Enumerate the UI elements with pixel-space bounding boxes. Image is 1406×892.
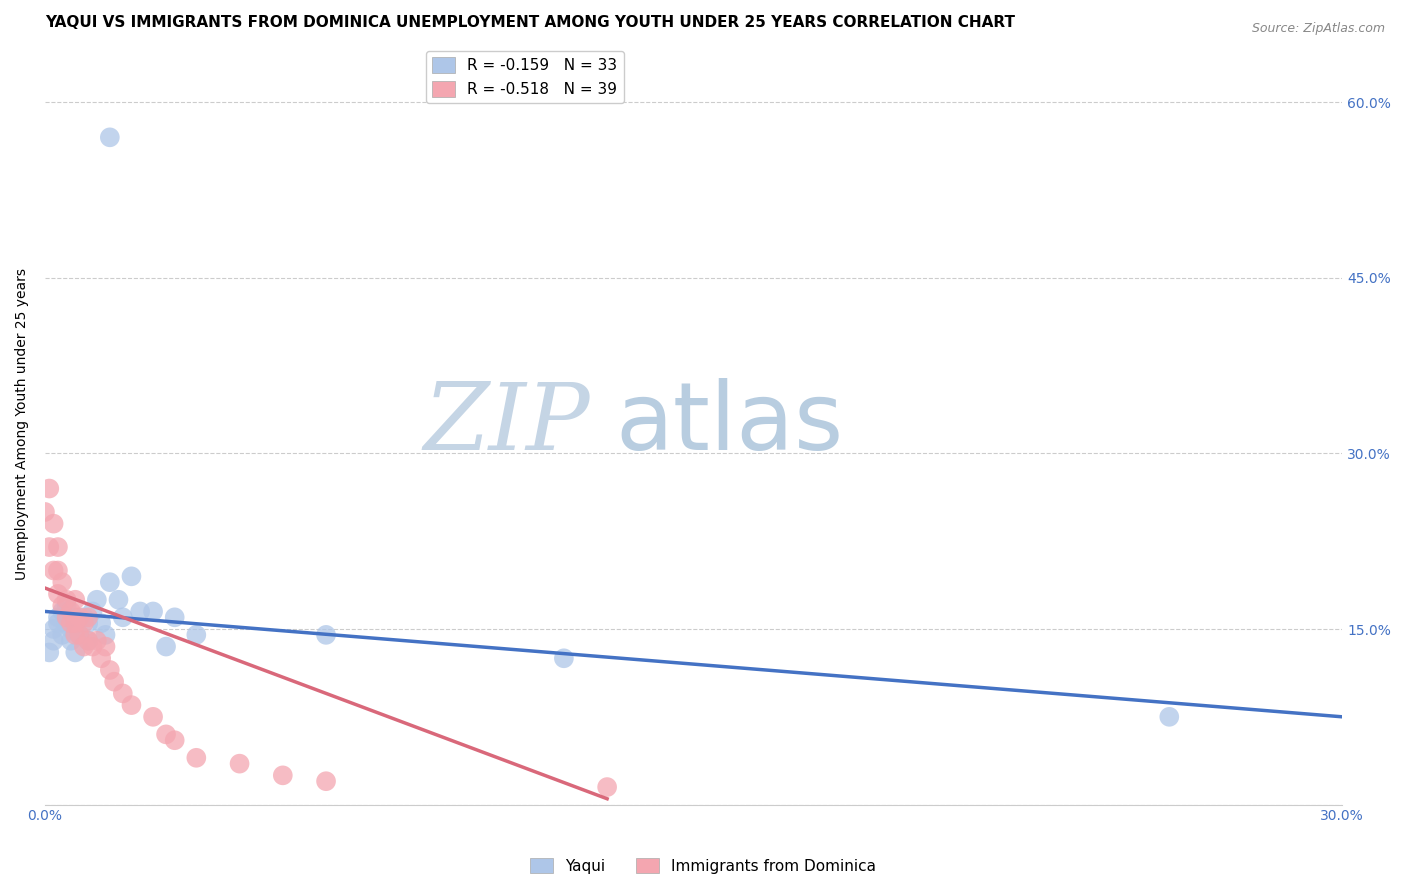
Point xyxy=(107,592,129,607)
Point xyxy=(65,610,87,624)
Point xyxy=(77,616,100,631)
Point xyxy=(94,640,117,654)
Point xyxy=(73,640,96,654)
Point xyxy=(86,633,108,648)
Point xyxy=(51,599,73,613)
Point xyxy=(77,633,100,648)
Point xyxy=(142,710,165,724)
Point xyxy=(38,482,60,496)
Point xyxy=(55,599,77,613)
Point xyxy=(42,516,65,531)
Point xyxy=(77,610,100,624)
Point xyxy=(155,640,177,654)
Point xyxy=(73,610,96,624)
Text: Source: ZipAtlas.com: Source: ZipAtlas.com xyxy=(1251,22,1385,36)
Point xyxy=(120,698,142,712)
Point xyxy=(129,604,152,618)
Point xyxy=(55,592,77,607)
Text: YAQUI VS IMMIGRANTS FROM DOMINICA UNEMPLOYMENT AMONG YOUTH UNDER 25 YEARS CORREL: YAQUI VS IMMIGRANTS FROM DOMINICA UNEMPL… xyxy=(45,15,1015,30)
Point xyxy=(86,592,108,607)
Point xyxy=(111,686,134,700)
Point xyxy=(186,628,208,642)
Point xyxy=(65,645,87,659)
Legend: R = -0.159   N = 33, R = -0.518   N = 39: R = -0.159 N = 33, R = -0.518 N = 39 xyxy=(426,52,624,103)
Legend: Yaqui, Immigrants from Dominica: Yaqui, Immigrants from Dominica xyxy=(524,852,882,880)
Point xyxy=(59,604,82,618)
Point xyxy=(38,645,60,659)
Point xyxy=(120,569,142,583)
Point xyxy=(55,610,77,624)
Point xyxy=(163,610,186,624)
Point xyxy=(186,751,208,765)
Point xyxy=(69,610,91,624)
Point xyxy=(111,610,134,624)
Point xyxy=(65,616,87,631)
Point xyxy=(163,733,186,747)
Point xyxy=(42,622,65,636)
Point xyxy=(228,756,250,771)
Point xyxy=(98,575,121,590)
Point xyxy=(77,633,100,648)
Text: ZIP: ZIP xyxy=(423,379,591,469)
Point xyxy=(98,130,121,145)
Point xyxy=(38,540,60,554)
Point xyxy=(69,628,91,642)
Point xyxy=(82,640,104,654)
Point xyxy=(51,575,73,590)
Point xyxy=(55,616,77,631)
Point xyxy=(94,628,117,642)
Point xyxy=(1159,710,1181,724)
Point xyxy=(46,564,69,578)
Y-axis label: Unemployment Among Youth under 25 years: Unemployment Among Youth under 25 years xyxy=(15,268,30,580)
Point xyxy=(82,604,104,618)
Point xyxy=(51,604,73,618)
Point xyxy=(103,674,125,689)
Text: atlas: atlas xyxy=(616,378,844,470)
Point xyxy=(65,592,87,607)
Point xyxy=(73,616,96,631)
Point xyxy=(46,540,69,554)
Point xyxy=(34,505,56,519)
Point xyxy=(90,616,112,631)
Point xyxy=(59,616,82,631)
Point xyxy=(46,610,69,624)
Point xyxy=(271,768,294,782)
Point xyxy=(59,622,82,636)
Point xyxy=(59,633,82,648)
Point xyxy=(142,604,165,618)
Point xyxy=(42,633,65,648)
Point xyxy=(46,616,69,631)
Point xyxy=(69,628,91,642)
Point xyxy=(98,663,121,677)
Point xyxy=(46,587,69,601)
Point xyxy=(596,780,619,794)
Point xyxy=(42,564,65,578)
Point xyxy=(51,628,73,642)
Point xyxy=(155,727,177,741)
Point xyxy=(315,628,337,642)
Point xyxy=(553,651,575,665)
Point xyxy=(65,628,87,642)
Point xyxy=(90,651,112,665)
Point xyxy=(315,774,337,789)
